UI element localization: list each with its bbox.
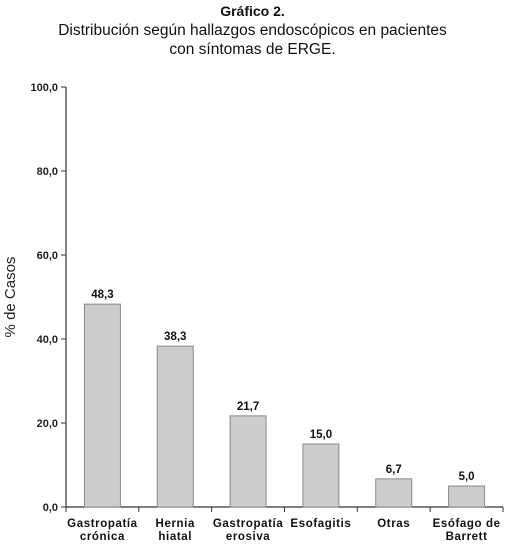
chart-title: Gráfico 2. [220,3,285,19]
category-label: Gastropatía [67,518,138,530]
bar [83,303,121,508]
y-tick-label: 20,0 [37,418,58,430]
category-label: Hernia [156,518,195,530]
category-labels: GastropatíacrónicaHerniahiatalGastropatí… [67,518,500,543]
y-tick-label: 80,0 [37,166,58,178]
bars [83,303,486,508]
category-label: erosiva [226,531,270,543]
data-label: 48,3 [91,289,113,301]
data-label: 21,7 [237,401,259,413]
bar [156,345,194,508]
category-label: hiatal [158,531,192,543]
y-tick-label: 40,0 [37,334,58,346]
category-label: crónica [80,531,125,543]
data-label: 6,7 [386,464,402,476]
y-axis-label: % de Casos [2,257,19,338]
chart-subtitle-line-1: Distribución según hallazgos endoscópico… [58,22,447,39]
data-label: 15,0 [310,429,332,441]
bar [229,415,267,508]
y-tick-label: 60,0 [37,250,58,262]
category-label: Esófago de [433,518,501,530]
chart-subtitle-line-2: con síntomas de ERGE. [169,41,336,58]
data-label: 38,3 [164,331,186,343]
bar [448,485,486,508]
data-labels: 48,3 38,3 21,7 15,0 6,7 5,0 [91,289,474,483]
category-label: Gastropatía [213,518,284,530]
y-axis: 0,0 20,0 40,0 60,0 80,0 100,0 [30,82,67,514]
bar [375,478,413,508]
y-tick-label: 100,0 [30,82,58,94]
category-label: Otras [377,518,410,530]
category-label: Barrett [446,531,488,543]
x-axis [65,506,504,512]
y-tick-label: 0,0 [43,502,58,514]
bar [302,443,340,508]
category-label: Esofagitis [290,518,351,530]
data-label: 5,0 [459,471,475,483]
